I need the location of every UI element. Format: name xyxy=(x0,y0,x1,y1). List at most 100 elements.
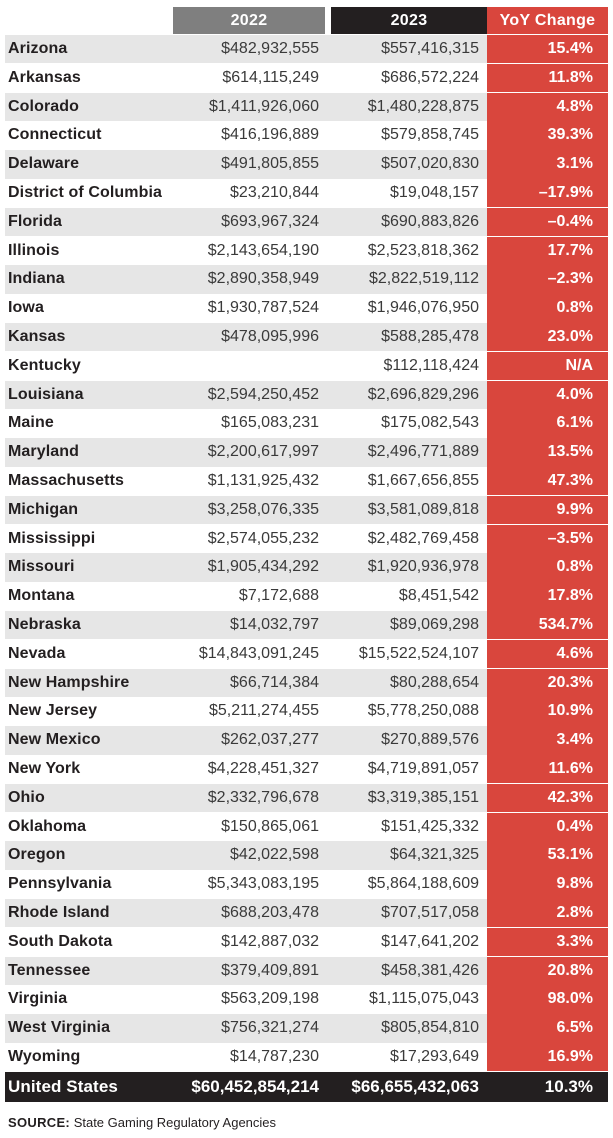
state-name-cell: Massachusetts xyxy=(8,472,125,489)
row-background xyxy=(5,438,487,467)
state-name-cell: New Jersey xyxy=(8,702,98,720)
value-2023-cell: $19,048,157 xyxy=(390,184,479,201)
yoy-change-cell: –2.3% xyxy=(547,270,593,288)
row-background xyxy=(5,956,487,986)
value-2022-cell: $379,409,891 xyxy=(221,961,319,979)
yoy-cell-background xyxy=(487,524,608,554)
yoy-change-cell: 3.1% xyxy=(556,155,593,173)
table-row: New York $4,228,451,327 $4,719,891,057 11.6… xyxy=(5,755,608,784)
yoy-change-cell: 0.8% xyxy=(556,558,593,576)
state-name-cell: Iowa xyxy=(8,299,44,317)
row-background xyxy=(5,985,487,1015)
row-background xyxy=(5,611,487,640)
row-background xyxy=(5,207,487,237)
column-header-yoy-change: YoY Change xyxy=(487,7,608,34)
yoy-change-cell: 534.7% xyxy=(538,616,593,633)
table-row: Missouri $1,905,434,292 $1,920,936,978 0.8% xyxy=(5,553,608,583)
value-2022-cell: $416,196,889 xyxy=(221,126,319,144)
yoy-change-cell: 6.5% xyxy=(556,1019,593,1037)
state-name-cell: Montana xyxy=(8,587,75,605)
yoy-cell-background xyxy=(487,783,608,813)
table-row: West Virginia $756,321,274 $805,854,810 6.5… xyxy=(5,1014,608,1043)
yoy-change-cell: 11.6% xyxy=(548,760,593,777)
value-2022-cell: $2,143,654,190 xyxy=(207,241,319,259)
value-2022-cell: $491,805,855 xyxy=(221,155,319,173)
value-2023-cell: $5,864,188,609 xyxy=(367,875,479,893)
row-background xyxy=(5,121,487,151)
yoy-change-cell: 53.1% xyxy=(547,846,593,864)
value-2022-cell: $42,022,598 xyxy=(230,846,319,864)
yoy-cell-background xyxy=(487,467,608,496)
yoy-change-cell: 3.3% xyxy=(556,932,593,950)
yoy-cell-background xyxy=(487,927,608,957)
value-2023-cell: $80,288,654 xyxy=(390,673,479,691)
yoy-cell-background xyxy=(487,639,608,669)
state-name-cell: Kentucky xyxy=(8,356,81,374)
state-name-cell: West Virginia xyxy=(8,1019,111,1037)
row-background xyxy=(5,150,487,179)
yoy-change-cell: 0.8% xyxy=(556,299,593,317)
value-2023-cell: $2,496,771,889 xyxy=(367,443,479,461)
row-background xyxy=(5,524,487,554)
yoy-change-cell: 4.8% xyxy=(556,97,593,115)
value-2022-cell: $150,865,061 xyxy=(221,817,319,835)
table-row: Michigan $3,258,076,335 $3,581,089,818 9.9% xyxy=(5,495,608,525)
yoy-change-cell: 20.8% xyxy=(547,961,593,979)
table-row: Indiana $2,890,358,949 $2,822,519,112 –2.3% xyxy=(5,265,608,295)
yoy-cell-background xyxy=(487,668,608,698)
yoy-change-cell: 23.0% xyxy=(547,328,593,345)
row-background xyxy=(5,409,487,439)
yoy-change-cell: 17.7% xyxy=(547,241,593,259)
value-2023-cell: $175,082,543 xyxy=(381,414,479,432)
value-2023-cell: $1,920,936,978 xyxy=(367,558,479,576)
table-row: New Hampshire $66,714,384 $80,288,654 20.3% xyxy=(5,668,608,698)
state-name-cell: Rhode Island xyxy=(8,904,110,921)
yoy-cell-background xyxy=(487,35,608,64)
yoy-change-cell: 20.3% xyxy=(547,673,593,691)
table-row: Massachusetts $1,131,925,432 $1,667,656,85… xyxy=(5,467,608,496)
row-background xyxy=(5,63,487,93)
value-2023-cell: $147,641,202 xyxy=(381,932,479,950)
row-background xyxy=(5,35,487,64)
state-name-cell: Wyoming xyxy=(8,1048,81,1065)
row-background xyxy=(5,582,487,611)
value-2022-cell: $688,203,478 xyxy=(221,904,319,921)
row-background xyxy=(5,179,487,208)
yoy-change-cell: 11.8% xyxy=(548,68,593,86)
source-note: SOURCE: State Gaming Regulatory Agencies xyxy=(8,1115,276,1130)
row-background xyxy=(5,351,487,381)
yoy-cell-background xyxy=(487,121,608,151)
yoy-cell-background xyxy=(487,409,608,439)
table-row: District of Columbia $23,210,844 $19,048,1… xyxy=(5,179,608,208)
table-row: Wyoming $14,787,230 $17,293,649 16.9% xyxy=(5,1043,608,1072)
table-row: Pennsylvania $5,343,083,195 $5,864,188,609… xyxy=(5,870,608,899)
value-2022-cell: $563,209,198 xyxy=(221,990,319,1008)
value-2023-cell: $3,581,089,818 xyxy=(367,500,479,518)
table-row: Virginia $563,209,198 $1,115,075,043 98.0% xyxy=(5,985,608,1015)
yoy-cell-background xyxy=(487,582,608,611)
value-2023-cell: $588,285,478 xyxy=(381,328,479,345)
yoy-cell-background xyxy=(487,755,608,784)
table-row: New Mexico $262,037,277 $270,889,576 3.4% xyxy=(5,726,608,755)
column-header-2023: 2023 xyxy=(331,7,487,34)
table-row: Tennessee $379,409,891 $458,381,426 20.8% xyxy=(5,956,608,986)
value-2022-cell: $1,411,926,060 xyxy=(208,97,319,115)
row-background xyxy=(5,841,487,871)
yoy-cell-background xyxy=(487,553,608,583)
table-row: New Jersey $5,211,274,455 $5,778,250,088 10… xyxy=(5,697,608,727)
state-name-cell: Tennessee xyxy=(8,961,91,979)
value-2022-cell: $3,258,076,335 xyxy=(207,500,319,518)
value-2023-cell: $2,696,829,296 xyxy=(367,385,479,403)
row-background xyxy=(5,783,487,813)
yoy-cell-background xyxy=(487,179,608,208)
state-name-cell: Indiana xyxy=(8,270,65,288)
state-name-cell: Delaware xyxy=(8,155,80,173)
yoy-change-cell: –0.4% xyxy=(547,212,593,230)
state-name-cell: Colorado xyxy=(8,97,80,115)
value-2023-cell: $17,293,649 xyxy=(390,1048,479,1065)
yoy-change-cell: 10.3% xyxy=(544,1076,593,1096)
value-2022-cell: $14,032,797 xyxy=(230,616,319,633)
value-2022-cell: $5,211,274,455 xyxy=(208,702,319,720)
table-row: Nevada $14,843,091,245 $15,522,524,107 4.6% xyxy=(5,639,608,669)
row-background xyxy=(5,812,487,842)
